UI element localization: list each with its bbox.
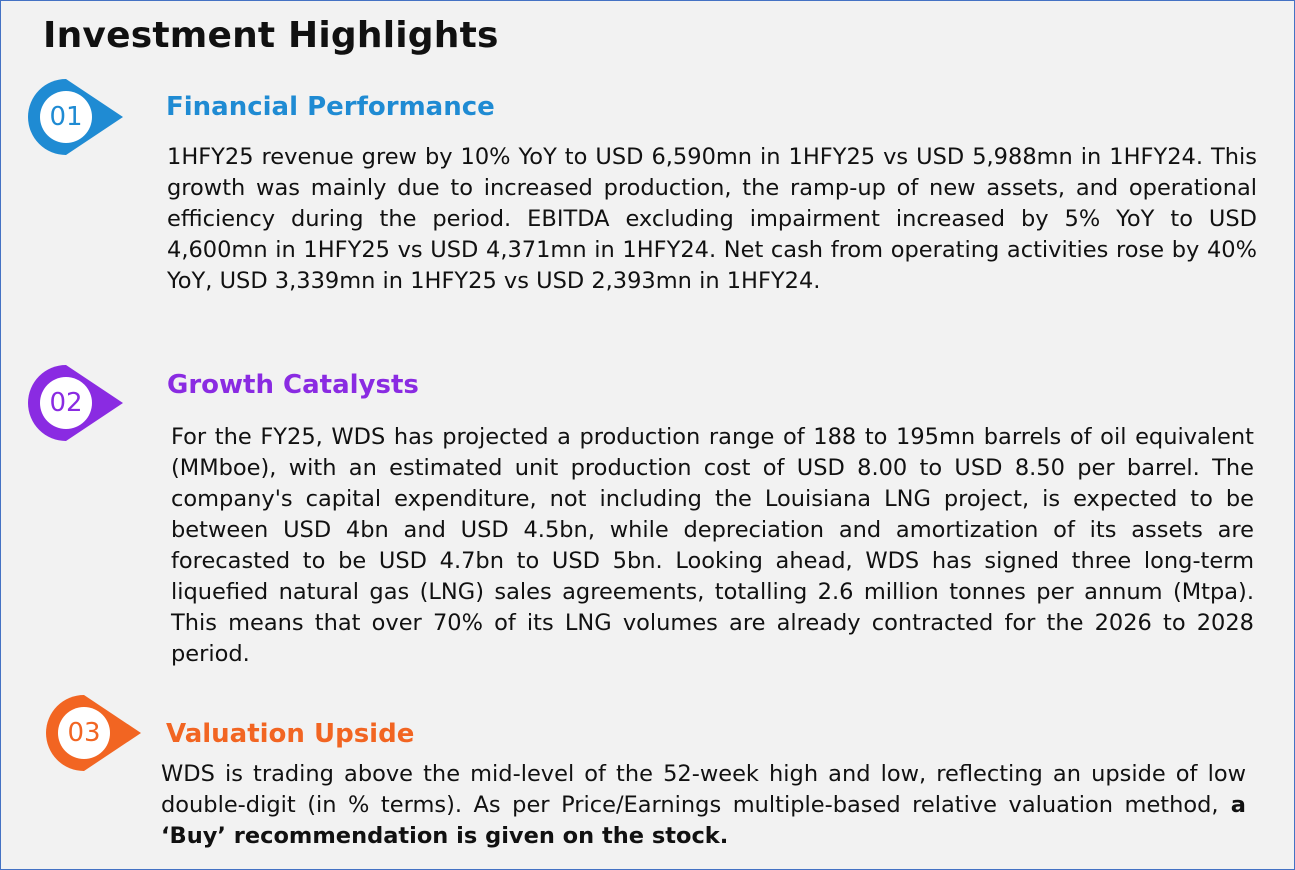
- section-number: 02: [49, 388, 83, 418]
- valuation-body-text: WDS is trading above the mid-level of th…: [161, 761, 1246, 818]
- section-number-badge-02: 02: [23, 361, 133, 445]
- section-number: 03: [67, 718, 101, 748]
- section-heading-growth-catalysts: Growth Catalysts: [167, 370, 419, 400]
- badge-shape-purple: [28, 365, 123, 441]
- section-body-growth-catalysts: For the FY25, WDS has projected a produc…: [171, 424, 1254, 667]
- section-heading-financial-performance: Financial Performance: [166, 92, 495, 122]
- section-heading-valuation-upside: Valuation Upside: [166, 719, 415, 749]
- section-number-badge-03: 03: [41, 691, 151, 775]
- section-body-financial-performance: 1HFY25 revenue grew by 10% YoY to USD 6,…: [167, 144, 1257, 294]
- page-title: Investment Highlights: [43, 15, 499, 56]
- section-body-valuation-upside: WDS is trading above the mid-level of th…: [161, 759, 1246, 852]
- section-number-badge-01: 01: [23, 75, 133, 159]
- badge-shape-blue: [28, 79, 123, 155]
- buy-recommendation-text: a ‘Buy’ recommendation is given on the s…: [161, 792, 1246, 849]
- section-number: 01: [49, 102, 83, 132]
- badge-shape-orange: [46, 695, 141, 771]
